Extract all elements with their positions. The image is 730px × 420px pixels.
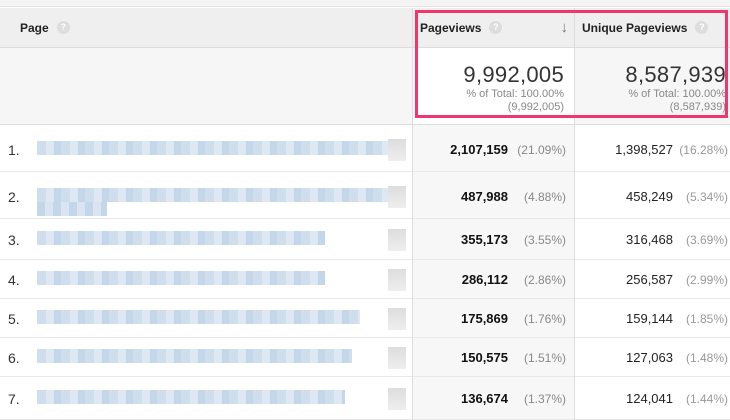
unique-pageviews-value: 316,468 [626, 231, 673, 247]
help-icon[interactable]: ? [695, 21, 709, 34]
page-link-redacted[interactable] [37, 348, 352, 363]
unique-pageviews-percent: (2.99%) [685, 272, 728, 287]
help-icon[interactable]: ? [56, 21, 70, 34]
unique-pageviews-percent: (16.28%) [679, 143, 728, 157]
unique-pageviews-value: 159,144 [626, 310, 673, 326]
unique-pageviews-value: 256,587 [626, 271, 673, 287]
page-open-icon[interactable] [388, 139, 406, 161]
total-absolute: (9,992,005) [507, 101, 564, 113]
row-number: 5. [8, 310, 20, 327]
row-number: 1. [8, 142, 20, 158]
row-number: 3. [8, 231, 20, 248]
table-row[interactable]: 6. 150,575 (1.51%) 127,063 (1.48%) [0, 338, 730, 377]
pageviews-cell [412, 125, 574, 171]
page-open-icon[interactable] [388, 387, 406, 410]
unique-pageviews-value: 458,249 [626, 189, 673, 204]
unique-pageviews-percent: (5.34%) [685, 190, 728, 204]
unique-pageviews-percent: (1.44%) [685, 391, 728, 406]
pageviews-cell [412, 219, 574, 259]
unique-pageviews-percent: (1.85%) [685, 311, 728, 326]
page-open-icon[interactable] [388, 228, 406, 251]
pageviews-percent: (2.86%) [523, 272, 566, 287]
totals-pageviews: 9,992,005 % of Total: 100.00% (9,992,005… [412, 48, 574, 125]
unique-pageviews-percent: (1.48%) [685, 350, 728, 365]
pageviews-cell [412, 172, 574, 218]
total-percent: % of Total: 100.00% [628, 88, 726, 100]
total-value: 9,992,005 [463, 62, 564, 87]
row-number: 2. [8, 189, 20, 205]
unique-pageviews-value: 127,063 [626, 349, 673, 365]
pageviews-value: 175,869 [461, 310, 508, 326]
totals-unique-pageviews: 8,587,939 % of Total: 100.00% (8,587,939… [574, 48, 730, 125]
page-open-icon[interactable] [388, 268, 406, 291]
pageviews-cell [412, 338, 574, 376]
pageviews-percent: (4.88%) [523, 190, 566, 204]
pageviews-cell [412, 377, 574, 419]
pageviews-percent: (3.55%) [523, 232, 566, 247]
unique-pageviews-percent: (3.69%) [685, 232, 728, 247]
page-link-redacted[interactable] [37, 270, 325, 285]
page-open-icon[interactable] [388, 346, 406, 369]
pageviews-percent: (1.76%) [523, 311, 566, 326]
pageviews-value: 355,173 [461, 231, 508, 247]
table-row[interactable]: 7. 136,674 (1.37%) 124,041 (1.44%) [0, 377, 730, 420]
pageviews-value: 136,674 [461, 390, 508, 406]
pageviews-header-label: Pageviews [420, 20, 482, 35]
pageviews-cell [412, 260, 574, 298]
column-header-unique-pageviews[interactable]: Unique Pageviews ? [574, 8, 730, 48]
column-divider [574, 8, 575, 420]
pageviews-value: 487,988 [461, 189, 508, 204]
page-open-icon[interactable] [388, 307, 406, 330]
pageviews-value: 150,575 [461, 349, 508, 365]
column-header-page[interactable]: Page ? [0, 8, 412, 48]
column-divider [412, 8, 413, 420]
row-number: 4. [8, 271, 20, 288]
table-row[interactable]: 4. 286,112 (2.86%) 256,587 (2.99%) [0, 260, 730, 299]
table-row[interactable]: 2. 487,988 (4.88%) 458,249 (5.34%) [0, 172, 730, 219]
total-value: 8,587,939 [625, 62, 726, 87]
page-link-redacted-line2 [37, 202, 107, 216]
pageviews-percent: (1.51%) [523, 350, 566, 365]
top-strip [0, 0, 730, 7]
total-percent: % of Total: 100.00% [466, 88, 564, 100]
page-header-label: Page [20, 20, 49, 35]
page-link-redacted[interactable] [37, 309, 360, 324]
total-absolute: (8,587,939) [669, 101, 726, 113]
column-header-pageviews[interactable]: Pageviews ? ↓ [412, 8, 574, 48]
row-number: 7. [8, 390, 20, 407]
pageviews-value: 286,112 [461, 271, 508, 287]
page-link-redacted[interactable] [37, 389, 345, 404]
unique-pageviews-value: 124,041 [626, 390, 673, 406]
sort-arrow-down-icon[interactable]: ↓ [560, 19, 569, 36]
pageviews-value: 2,107,159 [450, 142, 508, 157]
page-open-icon[interactable] [388, 186, 406, 208]
pageviews-cell [412, 299, 574, 337]
page-link-redacted[interactable] [37, 141, 390, 155]
unique-pageviews-header-label: Unique Pageviews [582, 20, 688, 35]
pageviews-percent: (1.37%) [523, 391, 566, 406]
row-number: 6. [8, 349, 20, 366]
table-row[interactable]: 3. 355,173 (3.55%) 316,468 (3.69%) [0, 219, 730, 260]
help-icon[interactable]: ? [489, 21, 503, 34]
table-row[interactable]: 5. 175,869 (1.76%) 159,144 (1.85%) [0, 299, 730, 338]
table-row[interactable]: 1. 2,107,159 (21.09%) 1,398,527 (16.28%) [0, 125, 730, 172]
page-link-redacted[interactable] [37, 188, 390, 202]
totals-label-cell [0, 48, 412, 125]
unique-pageviews-value: 1,398,527 [615, 142, 673, 157]
pageviews-percent: (21.09%) [517, 143, 566, 157]
page-link-redacted[interactable] [37, 230, 325, 245]
